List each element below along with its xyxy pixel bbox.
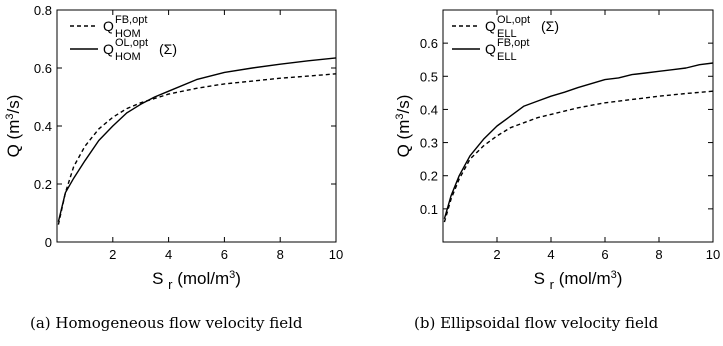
panel-a-legend-label-2: Q — [103, 41, 114, 57]
panel-a-series-line-2 — [57, 57, 337, 222]
panel-b-y-axis-label: Q (m3/s) — [394, 95, 413, 158]
panel-a-caption: (a) Homogeneous flow velocity field — [30, 314, 303, 332]
panel-a-x-tick-label: 10 — [329, 247, 343, 262]
panel-b-legend-label-2: Q — [485, 41, 496, 57]
panel-b-y-tick-label: 0.5 — [420, 69, 438, 84]
panel-b-x-tick-label: 10 — [706, 247, 720, 262]
panel-a-y-tick-label: 0.4 — [34, 119, 52, 134]
panel-b-caption: (b) Ellipsoidal flow velocity field — [414, 314, 659, 332]
panel-a-x-tick-label: 8 — [277, 247, 284, 262]
panel-b-x-axis-label: S r (mol/m3) — [534, 269, 623, 292]
panel-b-y-tick-label: 0.3 — [420, 136, 438, 151]
panel-b-legend-sup-1: OL,opt — [497, 14, 530, 26]
panel-a-legend-sub-1: HOM — [115, 28, 141, 40]
panel-b-legend-sub-1: ELL — [497, 28, 517, 40]
panel-b-legend-label-1: Q — [485, 18, 496, 34]
panel-a-x-tick-label: 4 — [165, 247, 172, 262]
panel-b-y-tick-label: 0.4 — [420, 102, 438, 117]
panel-b-y-tick-label: 0.1 — [420, 202, 438, 217]
panel-b-plot-frame — [442, 9, 714, 243]
panel-a-x-axis-label: S r (mol/m3) — [152, 269, 241, 292]
panel-a-legend-sub-2: HOM — [115, 51, 141, 63]
panel-a-y-tick-label: 0.2 — [34, 177, 52, 192]
panel-a-legend-label-1: Q — [103, 18, 114, 34]
panel-b-legend-sub-2: ELL — [497, 51, 517, 63]
panel-a-y-axis-label: Q (m3/s) — [4, 95, 23, 158]
panel-a-y-tick-label: 0.8 — [34, 3, 52, 18]
panel-a-plot-frame — [56, 9, 337, 243]
panel-b-y-tick-label: 0.6 — [420, 36, 438, 51]
panel-a-y-tick-label: 0 — [45, 235, 52, 250]
panel-a-x-tick-label: 2 — [109, 247, 116, 262]
panel-b-legend-sup-2: FB,opt — [497, 37, 529, 49]
panel-b-y-tick-label: 0.2 — [420, 169, 438, 184]
panel-a-legend-sup-2: OL,opt — [115, 37, 148, 49]
panel-b-x-tick-label: 2 — [493, 247, 500, 262]
panel-b-series-line-1 — [443, 90, 714, 223]
panel-a-y-tick-label: 0.6 — [34, 61, 52, 76]
panel-a-series-line-1 — [57, 73, 337, 225]
panel-b-legend-suffix-1: (Σ) — [541, 18, 559, 34]
panel-a-legend-suffix-2: (Σ) — [159, 41, 177, 57]
panel-b-x-tick-label: 4 — [547, 247, 554, 262]
panel-b-x-tick-label: 8 — [655, 247, 662, 262]
panel-a-legend-sup-1: FB,opt — [115, 14, 147, 26]
panel-b-series-line-2 — [443, 62, 714, 219]
panel-a-x-tick-label: 6 — [221, 247, 228, 262]
panel-b-x-tick-label: 6 — [601, 247, 608, 262]
